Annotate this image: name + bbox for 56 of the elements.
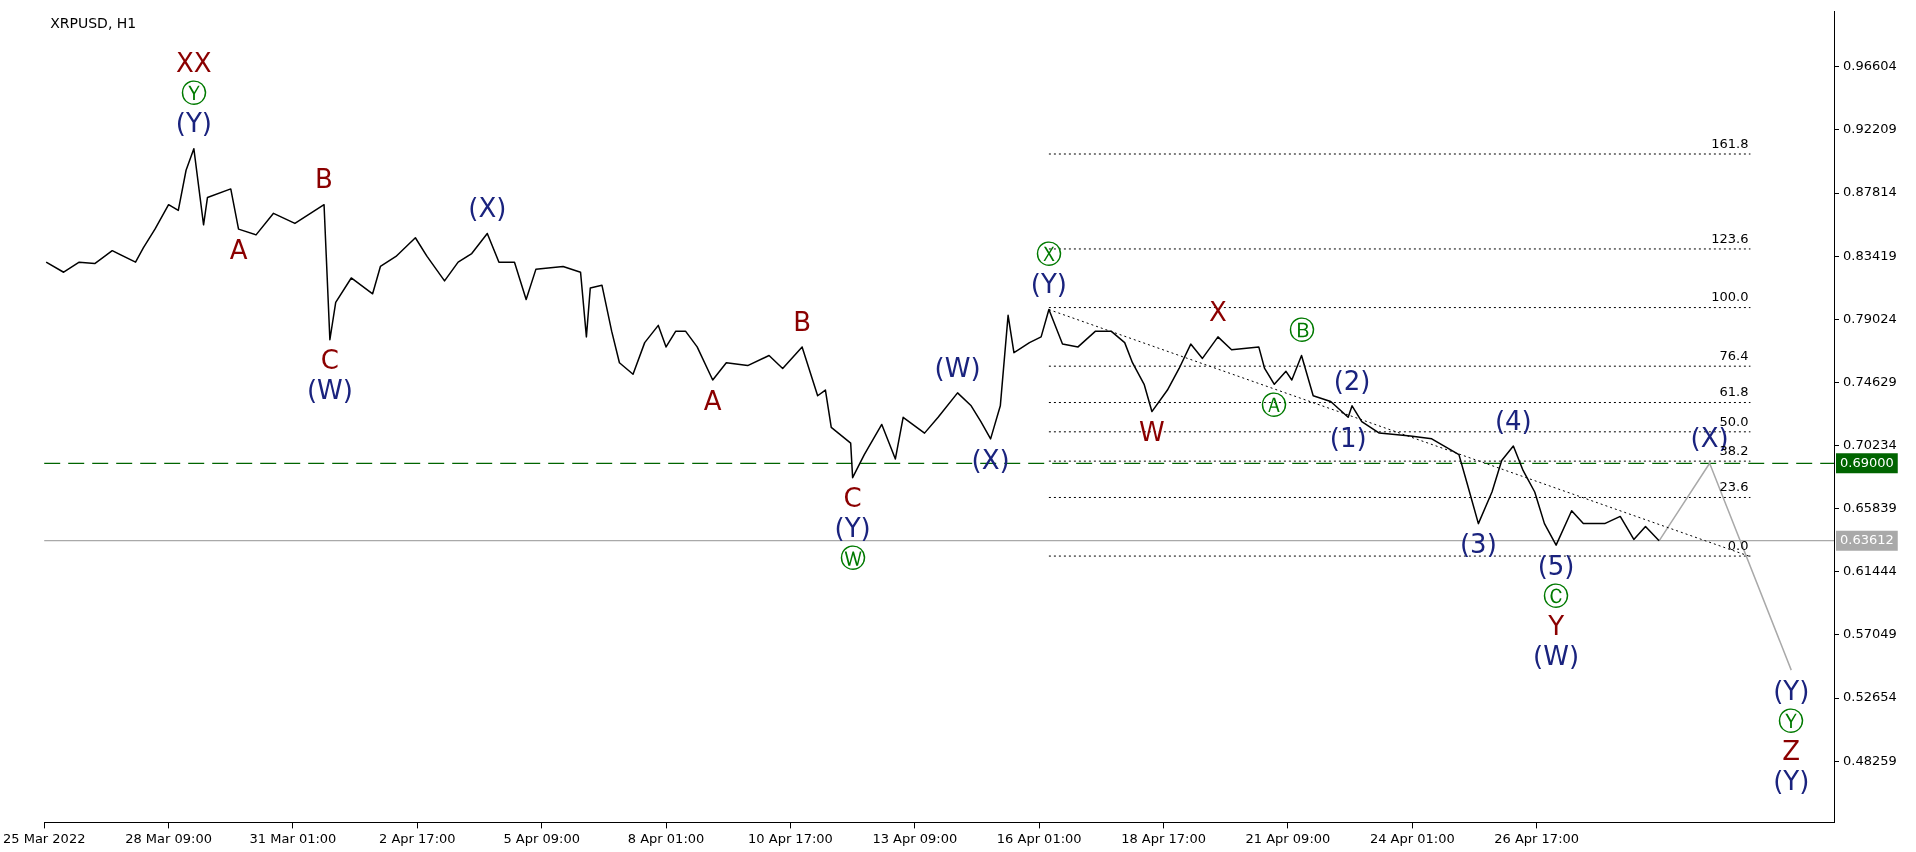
annotation: A — [229, 234, 248, 265]
x-tick-label: 26 Apr 17:00 — [1494, 830, 1580, 846]
annotation: (5) Ⓒ Y (W) — [1533, 550, 1580, 671]
x-tick-label: 24 Apr 01:00 — [1369, 830, 1455, 846]
annotation: C (W) — [306, 345, 353, 406]
annotation: (4) — [1494, 405, 1532, 436]
y-tick-label: 0.92209 — [1843, 121, 1897, 137]
x-tick-label: 16 Apr 01:00 — [996, 830, 1082, 846]
annotation: XX Ⓨ (Y) — [175, 48, 212, 139]
annotation: Ⓐ — [1261, 390, 1288, 421]
x-tick-label: 31 Mar 01:00 — [249, 830, 337, 846]
annotation: Ⓧ (Y) — [1030, 239, 1067, 300]
ref-line-label: 0.63612 — [1840, 532, 1894, 548]
series-label: 76.4 — [1719, 348, 1749, 364]
annotation: (Y) Ⓨ Z (Y) — [1773, 675, 1810, 796]
y-tick-label: 0.96604 — [1843, 58, 1897, 74]
series-label: 23.6 — [1719, 479, 1749, 495]
y-tick-label: 0.87814 — [1843, 184, 1897, 200]
x-tick-label: 5 Apr 09:00 — [503, 830, 580, 846]
annotation: Ⓑ — [1288, 315, 1315, 346]
annotation: B — [793, 306, 812, 337]
annotation: (X) — [971, 444, 1010, 475]
y-tick-label: 0.57049 — [1843, 626, 1897, 642]
y-tick-label: 0.52654 — [1843, 689, 1897, 705]
annotation: X — [1209, 296, 1227, 327]
x-tick-label: 21 Apr 09:00 — [1245, 830, 1331, 846]
y-tick-label: 0.74629 — [1843, 373, 1897, 389]
series-label: 100.0 — [1711, 289, 1749, 305]
x-tick-label: 8 Apr 01:00 — [627, 830, 705, 846]
series-label: 61.8 — [1719, 384, 1749, 400]
x-tick-label: 13 Apr 09:00 — [872, 830, 958, 846]
annotation: W — [1139, 417, 1165, 448]
annotation: (X) — [468, 193, 507, 224]
y-tick-label: 0.79024 — [1843, 310, 1897, 326]
ref-line-label: 0.69000 — [1840, 454, 1894, 470]
series-label: 0.0 — [1727, 537, 1749, 553]
annotation: (1) — [1329, 423, 1367, 454]
y-tick-label: 0.65839 — [1843, 500, 1897, 516]
y-tick-label: 0.83419 — [1843, 247, 1897, 263]
y-tick-label: 0.70234 — [1843, 436, 1897, 452]
series-label: 161.8 — [1711, 135, 1749, 151]
x-tick-label: 10 Apr 17:00 — [748, 830, 833, 846]
annotation: (W) — [934, 352, 981, 383]
x-tick-label: 25 Mar 2022 — [3, 830, 86, 846]
x-tick-label: 28 Mar 09:00 — [125, 830, 212, 846]
annotation: (3) — [1459, 529, 1497, 560]
x-tick-label: 18 Apr 17:00 — [1121, 830, 1206, 846]
y-tick-label: 0.48259 — [1843, 752, 1897, 768]
annotation: A — [703, 385, 722, 416]
x-tick-label: 2 Apr 17:00 — [379, 830, 456, 846]
annotation: (2) — [1333, 365, 1371, 396]
y-tick-label: 0.61444 — [1843, 563, 1897, 579]
chart-title: XRPUSD, H1 — [50, 15, 137, 32]
annotation: B — [315, 164, 333, 195]
annotation: C (Y) Ⓦ — [834, 483, 871, 574]
series-label: 123.6 — [1711, 230, 1749, 246]
